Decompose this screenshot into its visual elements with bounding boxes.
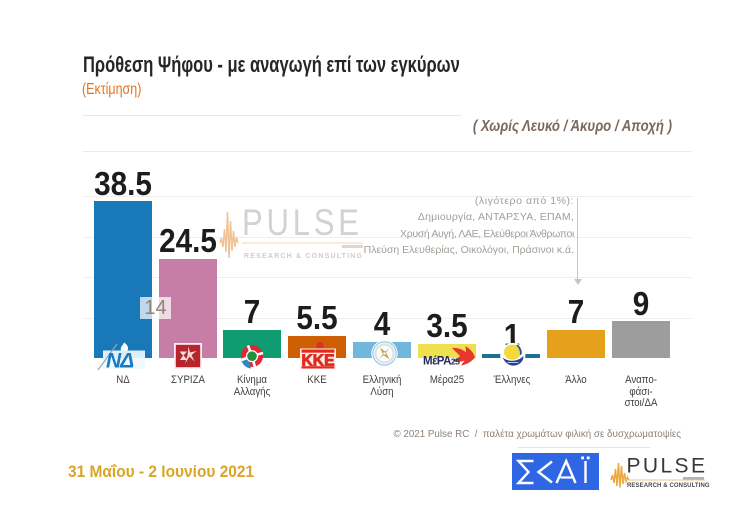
svg-text:RESEARCH & CONSULTING: RESEARCH & CONSULTING: [244, 253, 363, 260]
svg-text:RESEARCH & CONSULTING: RESEARCH & CONSULTING: [627, 483, 710, 489]
svg-text:ΚΚΕ: ΚΚΕ: [302, 353, 335, 370]
svg-text:PULSE: PULSE: [242, 203, 363, 244]
svg-text:ΝΔ: ΝΔ: [106, 350, 134, 372]
svg-text:MέPA25: MέPA25: [423, 356, 460, 368]
svg-text:PULSE: PULSE: [627, 455, 708, 478]
